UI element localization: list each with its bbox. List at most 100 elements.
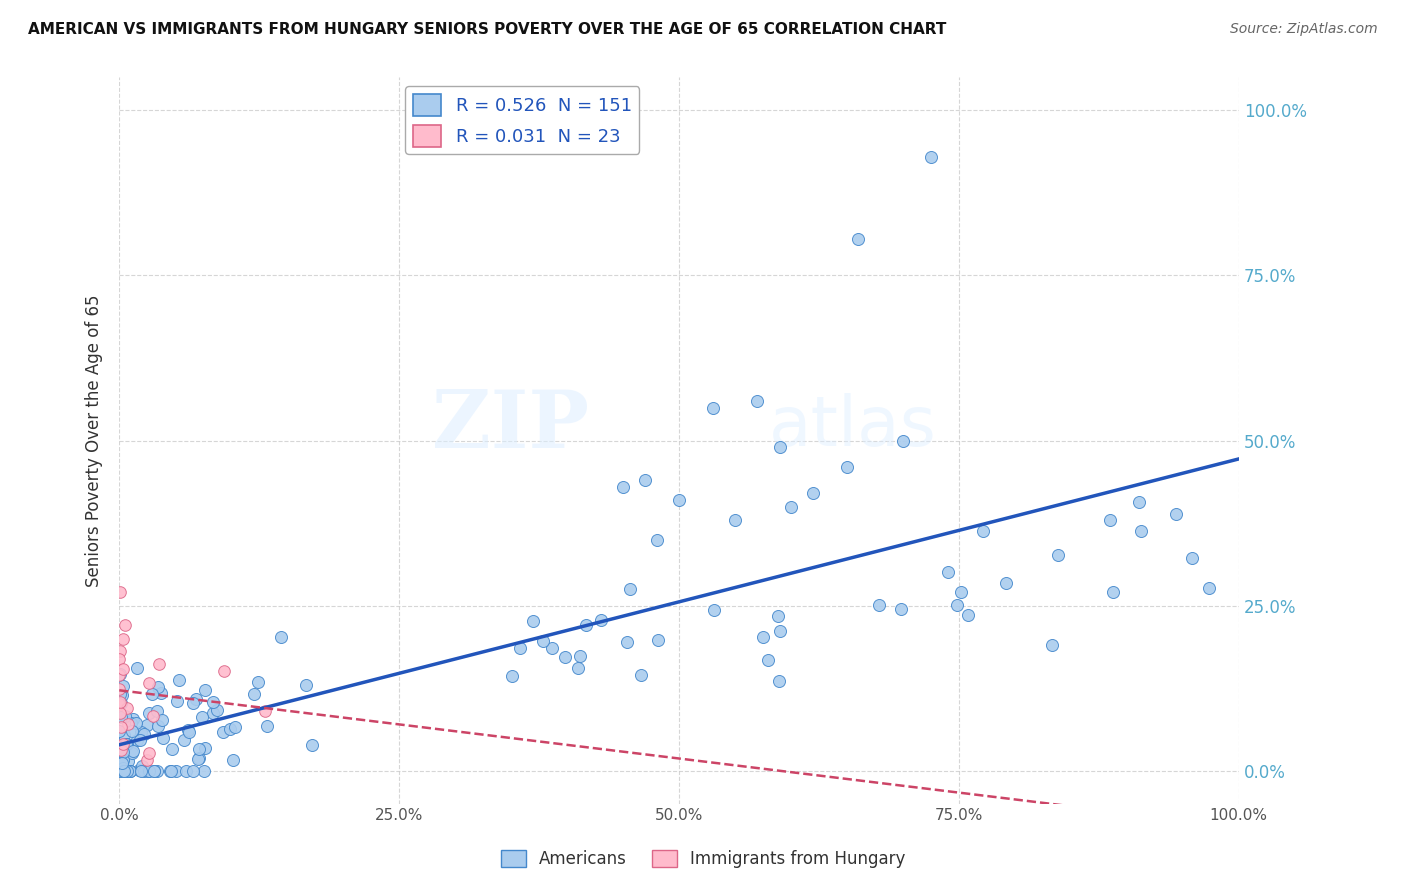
Point [589, 613, 612, 627]
Point [111, 662, 134, 676]
Point [110, 720, 132, 734]
Point [111, 764, 134, 778]
Point [122, 712, 145, 726]
Point [128, 733, 150, 747]
Point [191, 710, 214, 724]
Point [619, 582, 641, 596]
Point [110, 585, 132, 599]
Point [187, 752, 209, 766]
Point [890, 602, 912, 616]
Point [146, 680, 169, 694]
Point [111, 764, 134, 778]
Point [111, 764, 134, 778]
Point [112, 764, 135, 778]
Point [129, 725, 152, 739]
Point [769, 440, 792, 454]
Point [1130, 524, 1153, 538]
Point [569, 648, 592, 663]
Point [112, 728, 135, 742]
Point [108, 682, 131, 697]
Point [160, 742, 183, 756]
Point [756, 653, 779, 667]
Point [135, 718, 157, 732]
Point [212, 665, 235, 679]
Point [645, 533, 668, 547]
Point [136, 764, 159, 778]
Point [120, 716, 142, 731]
Point [108, 651, 131, 665]
Point [108, 666, 131, 681]
Point [920, 150, 942, 164]
Point [972, 524, 994, 538]
Point [946, 598, 969, 612]
Point [110, 709, 132, 723]
Point [212, 724, 235, 739]
Point [138, 764, 160, 778]
Point [111, 744, 134, 758]
Point [769, 624, 792, 639]
Point [936, 565, 959, 579]
Point [108, 687, 131, 701]
Point [138, 676, 160, 690]
Point [567, 661, 589, 675]
Point [121, 746, 143, 760]
Point [193, 741, 215, 756]
Point [202, 706, 225, 721]
Point [134, 764, 156, 778]
Point [846, 232, 869, 246]
Point [193, 764, 215, 778]
Point [120, 764, 142, 778]
Point [531, 634, 554, 648]
Point [110, 696, 132, 710]
Text: ZIP: ZIP [433, 387, 589, 465]
Point [138, 746, 160, 760]
Point [522, 615, 544, 629]
Point [181, 697, 204, 711]
Point [117, 754, 139, 768]
Point [891, 434, 914, 448]
Point [188, 742, 211, 756]
Point [114, 618, 136, 632]
Point [194, 683, 217, 698]
Point [668, 492, 690, 507]
Point [141, 687, 163, 701]
Point [1047, 548, 1070, 562]
Point [150, 713, 173, 727]
Point [115, 701, 138, 715]
Point [117, 717, 139, 731]
Point [703, 603, 725, 617]
Point [766, 609, 789, 624]
Point [127, 732, 149, 747]
Point [108, 752, 131, 766]
Point [114, 709, 136, 723]
Point [145, 764, 167, 778]
Point [108, 724, 131, 739]
Point [115, 737, 138, 751]
Point [752, 630, 775, 644]
Point [186, 691, 208, 706]
Point [1164, 508, 1187, 522]
Point [995, 576, 1018, 591]
Point [112, 764, 135, 778]
Point [1181, 550, 1204, 565]
Point [801, 486, 824, 500]
Point [114, 737, 136, 751]
Point [112, 745, 135, 759]
Text: Source: ZipAtlas.com: Source: ZipAtlas.com [1230, 22, 1378, 37]
Point [127, 661, 149, 675]
Point [1198, 581, 1220, 595]
Legend: R = 0.526  N = 151, R = 0.031  N = 23: R = 0.526 N = 151, R = 0.031 N = 23 [405, 87, 640, 154]
Point [120, 764, 142, 778]
Point [108, 697, 131, 711]
Point [112, 679, 135, 693]
Point [108, 668, 131, 682]
Point [747, 393, 769, 408]
Point [108, 756, 131, 771]
Point [120, 764, 142, 778]
Point [950, 585, 973, 599]
Point [612, 480, 634, 494]
Point [634, 473, 657, 487]
Point [117, 764, 139, 778]
Point [108, 747, 131, 761]
Point [122, 744, 145, 758]
